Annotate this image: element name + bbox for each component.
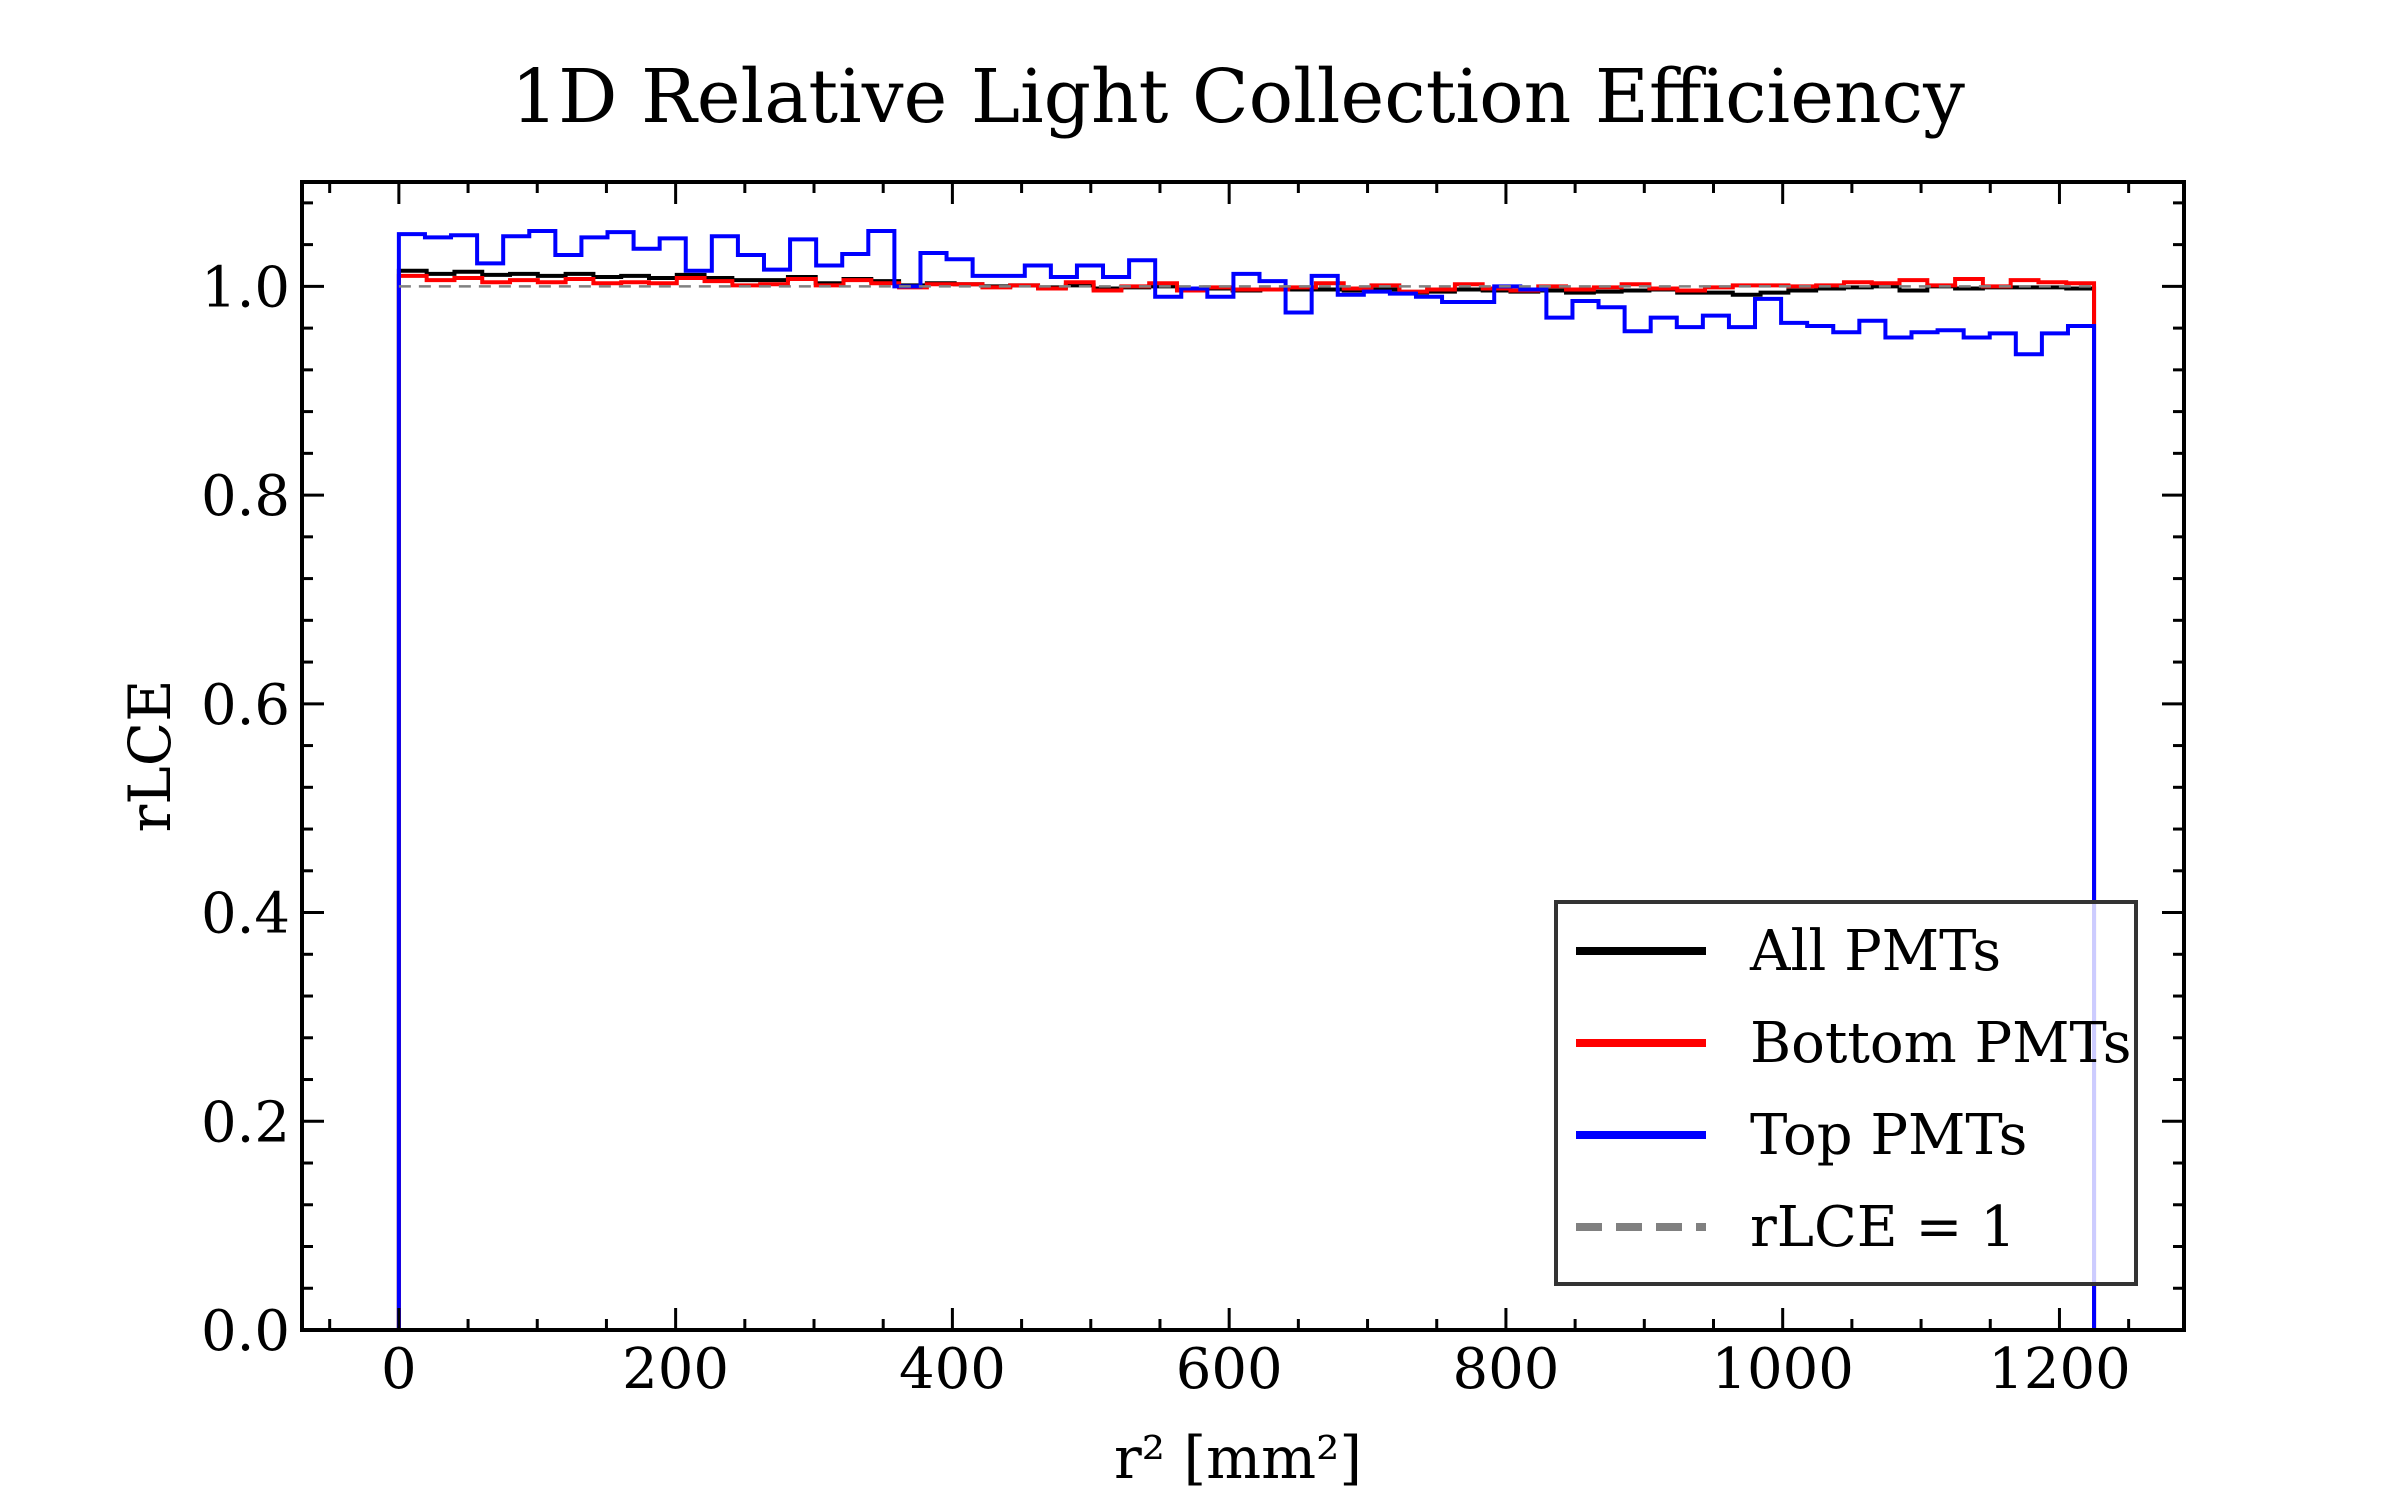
y-tick-label: 1.0 — [201, 255, 290, 320]
legend-label-all-pmts: All PMTs — [1749, 919, 2001, 984]
x-tick-label: 200 — [622, 1337, 729, 1402]
x-tick-label: 400 — [899, 1337, 1006, 1402]
series-top-pmts-step — [396, 229, 2097, 1330]
legend-frame — [1554, 900, 2138, 1286]
y-axis-label: rLCE — [116, 680, 184, 833]
chart-title: 1D Relative Light Collection Efficiency — [511, 54, 1965, 140]
legend: All PMTs Bottom PMTs Top PMTs rLCE = 1 — [1554, 900, 2138, 1286]
x-tick-label: 600 — [1176, 1337, 1283, 1402]
y-tick-label: 0.0 — [201, 1299, 290, 1364]
legend-label-top-pmts: Top PMTs — [1750, 1103, 2027, 1168]
x-tick-label: 0 — [381, 1337, 417, 1402]
y-tick-label: 0.4 — [201, 882, 290, 947]
legend-label-bottom-pmts: Bottom PMTs — [1750, 1011, 2132, 1076]
x-tick-label: 1000 — [1711, 1337, 1854, 1402]
plot-frame — [300, 180, 2186, 1332]
y-tick-label: 0.8 — [201, 464, 290, 529]
legend-label-rlce-1: rLCE = 1 — [1750, 1195, 2016, 1260]
x-tick-label: 1200 — [1988, 1337, 2131, 1402]
x-tick-label: 800 — [1452, 1337, 1559, 1402]
y-tick-label: 0.2 — [201, 1090, 290, 1155]
x-axis-label: r² [mm²] — [1114, 1424, 1362, 1492]
y-tick-label: 0.6 — [201, 673, 290, 738]
